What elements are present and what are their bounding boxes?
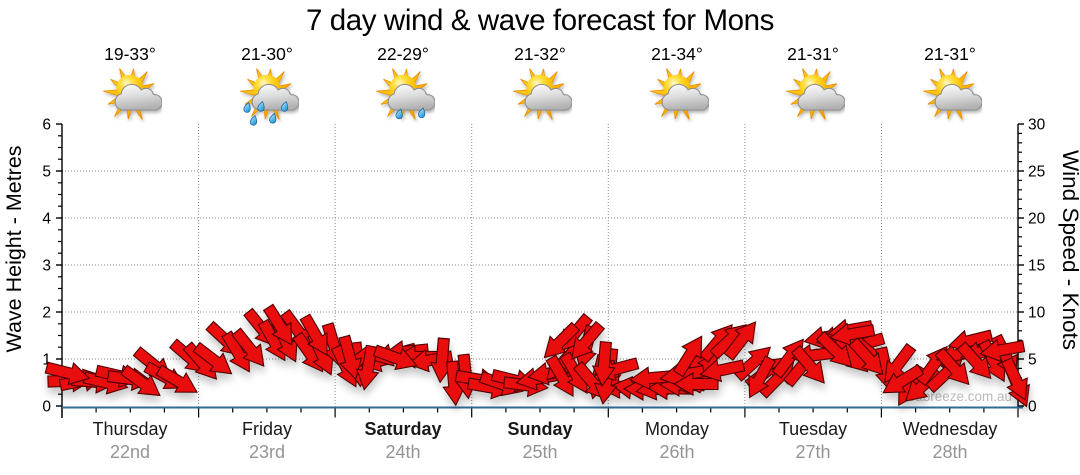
svg-text:10: 10 bbox=[1028, 305, 1046, 322]
svg-text:1: 1 bbox=[42, 352, 51, 369]
svg-text:20: 20 bbox=[1028, 211, 1046, 228]
svg-text:Wave Height - Metres: Wave Height - Metres bbox=[2, 145, 26, 352]
svg-text:4: 4 bbox=[42, 211, 51, 228]
svg-text:5: 5 bbox=[42, 164, 51, 181]
svg-text:25: 25 bbox=[1028, 164, 1045, 181]
svg-text:6: 6 bbox=[42, 117, 51, 134]
svg-text:seabreeze.com.au: seabreeze.com.au bbox=[901, 389, 1012, 404]
svg-text:15: 15 bbox=[1028, 258, 1045, 275]
svg-text:2: 2 bbox=[42, 305, 51, 322]
svg-text:0: 0 bbox=[42, 399, 51, 416]
svg-text:30: 30 bbox=[1028, 117, 1046, 134]
svg-text:3: 3 bbox=[42, 258, 51, 275]
svg-text:5: 5 bbox=[1028, 352, 1037, 369]
svg-text:0: 0 bbox=[1028, 399, 1037, 416]
svg-text:Wind Speed - Knots: Wind Speed - Knots bbox=[1058, 150, 1080, 350]
